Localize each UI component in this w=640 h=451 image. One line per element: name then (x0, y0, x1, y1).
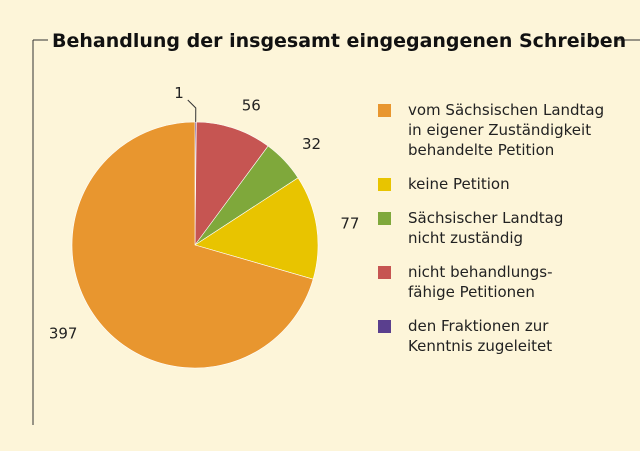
chart-title: Behandlung der insgesamt eingegangenen S… (52, 30, 626, 52)
legend-item: nicht behandlungs- fähige Petitionen (378, 262, 628, 302)
legend-swatch (378, 266, 391, 279)
legend-label: keine Petition (408, 175, 510, 193)
data-label: 56 (242, 97, 261, 115)
legend-label: vom Sächsischen Landtag in eigener Zustä… (408, 101, 605, 159)
data-label: 77 (340, 214, 359, 232)
legend-label: Sächsischer Landtag nicht zuständig (408, 209, 564, 247)
legend-label: den Fraktionen zur Kenntnis zugeleitet (408, 317, 553, 355)
data-label: 1 (174, 84, 184, 102)
legend-swatch (378, 104, 391, 117)
leader-line (187, 99, 197, 123)
legend-swatch (378, 320, 391, 333)
data-label: 397 (49, 324, 78, 342)
legend-item: Sächsischer Landtag nicht zuständig (378, 208, 628, 248)
legend-swatch (378, 178, 391, 191)
legend: vom Sächsischen Landtag in eigener Zustä… (378, 100, 628, 370)
legend-item: vom Sächsischen Landtag in eigener Zustä… (378, 100, 628, 160)
legend-label: nicht behandlungs- fähige Petitionen (408, 263, 553, 301)
pie-slice (71, 121, 314, 369)
legend-swatch (378, 212, 391, 225)
pie-slice (194, 121, 269, 246)
data-label: 32 (302, 135, 321, 153)
pie: 1 56 32 77 397 (49, 84, 359, 369)
legend-item: den Fraktionen zur Kenntnis zugeleitet (378, 316, 628, 356)
legend-item: keine Petition (378, 174, 628, 194)
